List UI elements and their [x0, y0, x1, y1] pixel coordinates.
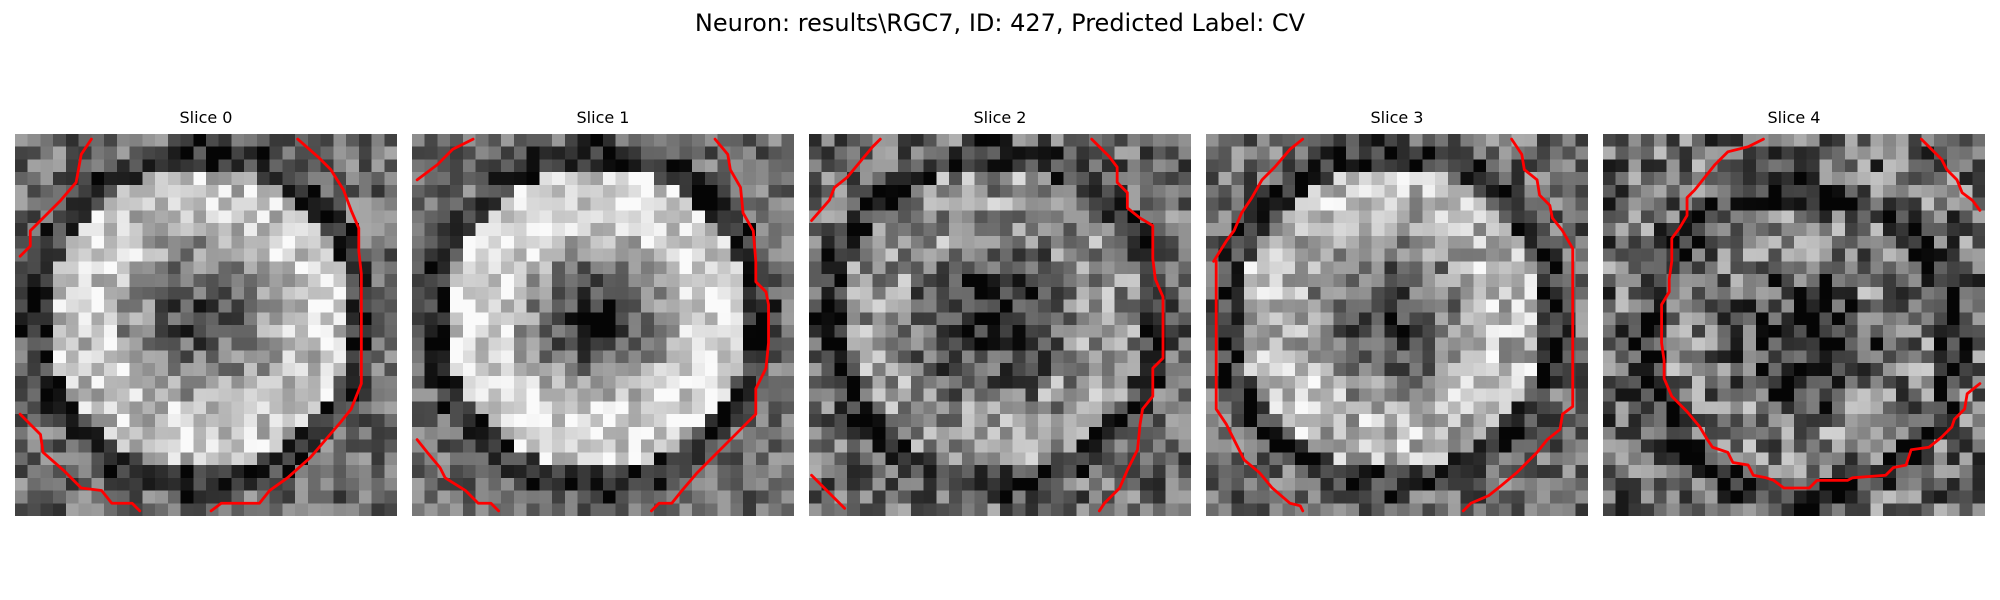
grayscale-pixels — [809, 134, 1191, 516]
grayscale-pixels — [15, 134, 397, 516]
slice-title-0: Slice 0 — [179, 108, 233, 127]
slice-panel-1: Slice 1 — [412, 108, 794, 520]
grayscale-pixels — [1603, 134, 1985, 516]
contour-line-0-2 — [18, 412, 142, 513]
contour-line-3-0 — [1212, 137, 1305, 263]
contour-line-2-0 — [810, 137, 882, 222]
slice-image-3 — [1206, 134, 1588, 516]
slice-panel-0: Slice 0 — [15, 108, 397, 520]
slice-image-2 — [809, 134, 1191, 516]
slice-title-1: Slice 1 — [576, 108, 630, 127]
contour-line-3-2 — [1214, 259, 1305, 513]
contour-line-1-2 — [415, 438, 500, 513]
figure-title: Neuron: results\RGC7, ID: 427, Predicted… — [694, 9, 1306, 37]
contour-line-4-1 — [1919, 137, 1982, 212]
grayscale-pixels — [412, 134, 794, 516]
slice-image-4 — [1603, 134, 1985, 516]
contour-line-3-1 — [1461, 137, 1575, 513]
contour-line-2-2 — [810, 473, 847, 510]
contour-line-2-1 — [1090, 137, 1165, 513]
contour-line-1-0 — [415, 137, 475, 182]
contour-line-1-1 — [649, 137, 770, 513]
slice-title-3: Slice 3 — [1370, 108, 1424, 127]
slice-panel-4: Slice 4 — [1603, 108, 1985, 520]
slice-panel-3: Slice 3 — [1206, 108, 1588, 520]
contour-line-4-0 — [1660, 137, 1982, 490]
contour-line-0-1 — [209, 137, 363, 513]
slice-panel-2: Slice 2 — [809, 108, 1191, 520]
slice-title-2: Slice 2 — [973, 108, 1027, 127]
slice-image-1 — [412, 134, 794, 516]
contour-line-0-0 — [18, 137, 93, 258]
slice-image-0 — [15, 134, 397, 516]
slice-title-4: Slice 4 — [1767, 108, 1821, 127]
